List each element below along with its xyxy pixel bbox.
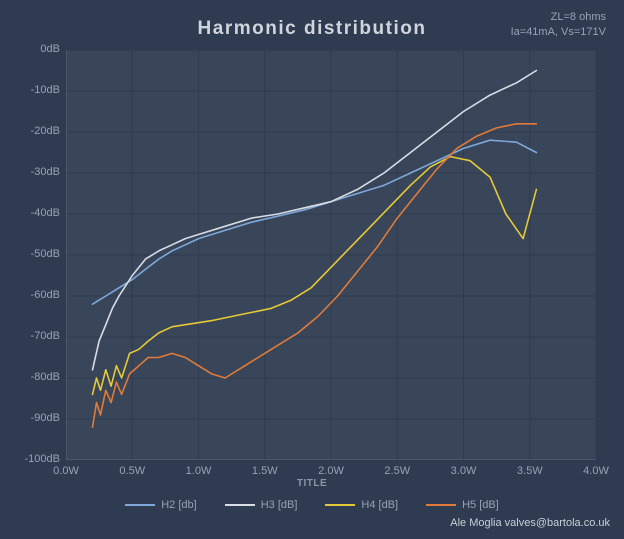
chart-subtitle: ZL=8 ohms Ia=41mA, Vs=171V	[511, 10, 606, 41]
x-tick-label: 0.0W	[53, 465, 79, 477]
chart-container: Harmonic distribution ZL=8 ohms Ia=41mA,…	[0, 0, 624, 539]
y-tick-label: -90dB	[8, 412, 60, 424]
x-tick-label: 2.5W	[384, 465, 410, 477]
x-tick-label: 2.0W	[318, 465, 344, 477]
credit-text: Ale Moglia valves@bartola.co.uk	[450, 517, 610, 529]
legend-label: H5 [dB]	[462, 499, 499, 511]
x-tick-label: 0.5W	[119, 465, 145, 477]
chart-title: Harmonic distribution	[198, 18, 427, 40]
legend-item-h4: H4 [dB]	[325, 499, 398, 511]
y-tick-label: -40dB	[8, 207, 60, 219]
y-tick-label: -30dB	[8, 166, 60, 178]
legend: H2 [db] H3 [dB] H4 [dB] H5 [dB]	[0, 499, 624, 511]
y-tick-label: -70dB	[8, 330, 60, 342]
legend-swatch	[225, 504, 255, 506]
y-tick-label: -50dB	[8, 248, 60, 260]
y-tick-label: -80dB	[8, 371, 60, 383]
y-tick-label: -100dB	[8, 453, 60, 465]
subtitle-line-1: ZL=8 ohms	[511, 10, 606, 25]
x-tick-label: 4.0W	[583, 465, 609, 477]
legend-swatch	[325, 504, 355, 506]
legend-item-h3: H3 [dB]	[225, 499, 298, 511]
legend-item-h2: H2 [db]	[125, 499, 196, 511]
chart-svg	[66, 50, 596, 460]
legend-label: H4 [dB]	[361, 499, 398, 511]
x-tick-label: 3.5W	[517, 465, 543, 477]
x-axis-title: TITLE	[297, 478, 327, 489]
legend-label: H3 [dB]	[261, 499, 298, 511]
y-tick-label: -20dB	[8, 125, 60, 137]
y-tick-label: 0dB	[8, 43, 60, 55]
y-tick-label: -10dB	[8, 84, 60, 96]
subtitle-line-2: Ia=41mA, Vs=171V	[511, 25, 606, 40]
legend-swatch	[125, 504, 155, 506]
legend-item-h5: H5 [dB]	[426, 499, 499, 511]
plot-area	[66, 50, 596, 460]
x-tick-label: 1.5W	[252, 465, 278, 477]
x-tick-label: 1.0W	[186, 465, 212, 477]
y-tick-label: -60dB	[8, 289, 60, 301]
legend-swatch	[426, 504, 456, 506]
x-tick-label: 3.0W	[451, 465, 477, 477]
legend-label: H2 [db]	[161, 499, 196, 511]
